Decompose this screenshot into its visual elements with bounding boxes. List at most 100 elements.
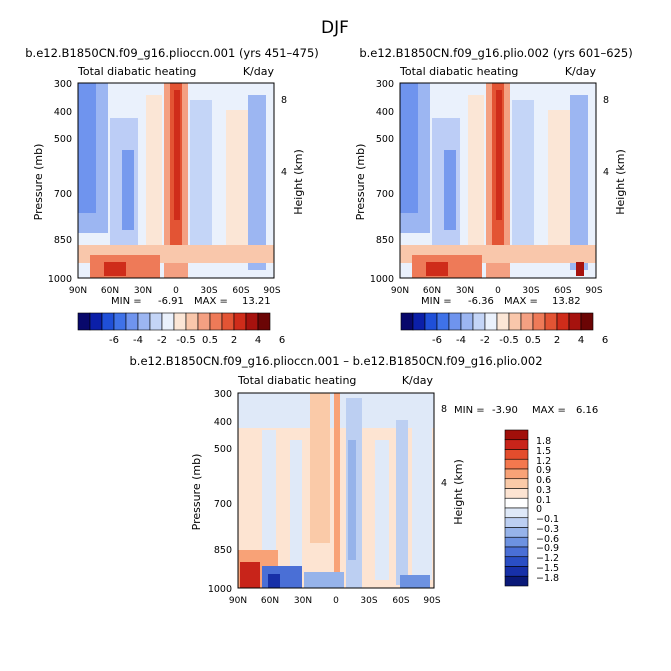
colorbar-swatch xyxy=(149,312,163,331)
panel-1: b.e12.B1850CN.f09_g16.plioccn.001 (yrs 4… xyxy=(25,46,319,346)
panel-3-max-label: MAX = xyxy=(532,405,566,416)
panel-3-colorbar-label: 1.2 xyxy=(536,456,551,467)
colorbar-swatch xyxy=(400,312,414,331)
colorbar-swatch xyxy=(197,312,211,331)
panel-1-x-tick-label: 30N xyxy=(134,286,152,296)
panel-2-variable: Total diabatic heating xyxy=(399,65,518,78)
panel-1-variable: Total diabatic heating xyxy=(77,65,196,78)
panel-3-colorbar-label: −0.6 xyxy=(536,534,559,545)
panel-2-x-tick-label: 60N xyxy=(423,286,441,296)
panel-2-max-value: 13.82 xyxy=(552,296,581,307)
colorbar-swatch xyxy=(508,312,522,331)
panel-1-y-tick-label: 500 xyxy=(54,134,72,145)
panel-1-colorbar-label: -0.5 xyxy=(176,335,196,346)
colorbar-swatch xyxy=(484,312,498,331)
colorbar-swatch xyxy=(101,312,115,331)
panel-2-colorbar-label: -0.5 xyxy=(499,335,519,346)
panel-3-colorbar-label: 1.5 xyxy=(536,446,551,457)
panel-2-x-tick-label: 90S xyxy=(585,286,602,296)
panel-3-field xyxy=(290,440,302,580)
panel-3-x-tick-label: 60S xyxy=(392,596,409,606)
colorbar-swatch xyxy=(544,312,558,331)
colorbar-swatch xyxy=(221,312,235,331)
panel-2-units: K/day xyxy=(565,65,597,78)
panel-1-height-tick-label: 4 xyxy=(281,167,287,178)
panel-2-y-tick-label: 700 xyxy=(376,189,394,200)
panel-3-max-value: 6.16 xyxy=(576,405,598,416)
panel-2-colorbar-label: 2 xyxy=(554,335,560,346)
panel-3-y-tick-label: 700 xyxy=(214,499,232,510)
panel-3-y-tick-label: 500 xyxy=(214,444,232,455)
panel-2-field xyxy=(496,90,502,220)
panel-2-colorbar-label: -6 xyxy=(432,335,442,346)
colorbar-swatch xyxy=(448,312,462,331)
colorbar-swatch xyxy=(424,312,438,331)
colorbar-swatch xyxy=(504,527,529,538)
panel-1-colorbar-label: 2 xyxy=(231,335,237,346)
panel-3-colorbar-label: −1.5 xyxy=(536,563,559,574)
panel-1-min-value: -6.91 xyxy=(158,296,184,307)
panel-3-colorbar-label: −0.3 xyxy=(536,524,559,535)
panel-2-x-tick-label: 30N xyxy=(456,286,474,296)
panel-3-field xyxy=(334,393,340,578)
panel-2-field xyxy=(400,83,418,213)
panel-1-colorbar-label: -2 xyxy=(157,335,167,346)
panel-1-colorbar-label: 0.5 xyxy=(202,335,218,346)
panel-1-min-label: MIN = xyxy=(111,296,142,307)
colorbar-swatch xyxy=(504,517,529,528)
panel-3-colorbar-label: 0.3 xyxy=(536,485,551,496)
panel-2-colorbar-label: -4 xyxy=(456,335,466,346)
panel-3-frame xyxy=(237,392,435,589)
panel-3: b.e12.B1850CN.f09_g16.plioccn.001 – b.e1… xyxy=(129,354,598,606)
panel-3-variable: Total diabatic heating xyxy=(237,374,356,387)
panel-2-field xyxy=(570,95,588,270)
panel-1-field xyxy=(110,118,138,248)
colorbar-swatch xyxy=(113,312,127,331)
panel-1-x-tick-label: 30S xyxy=(200,286,217,296)
panel-3-field xyxy=(348,440,356,560)
colorbar-swatch xyxy=(504,497,529,509)
panel-3-x-tick-label: 90N xyxy=(229,596,247,606)
panel-1-field xyxy=(248,95,266,270)
panel-3-colorbar-label: 0.9 xyxy=(536,465,551,476)
colorbar-swatch xyxy=(504,536,529,548)
panel-3-title: b.e12.B1850CN.f09_g16.plioccn.001 – b.e1… xyxy=(129,354,542,368)
panel-3-field xyxy=(268,574,280,588)
panel-1-max-value: 13.21 xyxy=(242,296,271,307)
colorbar-swatch xyxy=(233,312,247,331)
panel-3-colorbar-label: −0.9 xyxy=(536,543,559,554)
colorbar-swatch xyxy=(504,546,529,558)
panel-1-y-tick-label: 700 xyxy=(54,189,72,200)
panel-3-colorbar-label: 0 xyxy=(536,504,542,515)
colorbar-swatch xyxy=(472,312,486,331)
panel-2-y-tick-label: 500 xyxy=(376,134,394,145)
colorbar-swatch xyxy=(496,312,510,331)
panel-1-colorbar-label: -4 xyxy=(133,335,143,346)
panel-2-field xyxy=(512,100,534,260)
panel-3-y-axis-label: Pressure (mb) xyxy=(190,454,203,531)
colorbar-swatch xyxy=(520,312,534,331)
panel-3-x-tick-label: 30N xyxy=(294,596,312,606)
panel-1-colorbar-label: -6 xyxy=(109,335,119,346)
panel-1-field xyxy=(146,95,162,245)
colorbar-swatch xyxy=(412,312,426,331)
panel-2: b.e12.B1850CN.f09_g16.plio.002 (yrs 601–… xyxy=(354,46,633,346)
panel-1-title: b.e12.B1850CN.f09_g16.plioccn.001 (yrs 4… xyxy=(25,46,319,60)
panel-2-colorbar-label: 6 xyxy=(602,335,608,346)
colorbar-swatch xyxy=(436,312,450,331)
colorbar-swatch xyxy=(504,556,529,567)
panel-3-colorbar-label: −1.8 xyxy=(536,573,559,584)
panel-1-height-tick-label: 8 xyxy=(281,95,287,106)
panel-2-x-tick-label: 0 xyxy=(495,286,501,296)
panel-1-field xyxy=(174,90,180,220)
colorbar-swatch xyxy=(504,478,529,489)
colorbar-swatch xyxy=(161,312,175,331)
panel-3-min-value: -3.90 xyxy=(492,405,518,416)
panel-2-height-tick-label: 8 xyxy=(603,95,609,106)
panel-1-colorbar-label: 4 xyxy=(255,335,261,346)
panel-1-x-tick-label: 0 xyxy=(173,286,179,296)
panel-2-x-tick-label: 90N xyxy=(391,286,409,296)
colorbar-swatch xyxy=(504,458,529,470)
panel-1-colorbar xyxy=(77,312,271,331)
colorbar-swatch xyxy=(532,312,546,331)
